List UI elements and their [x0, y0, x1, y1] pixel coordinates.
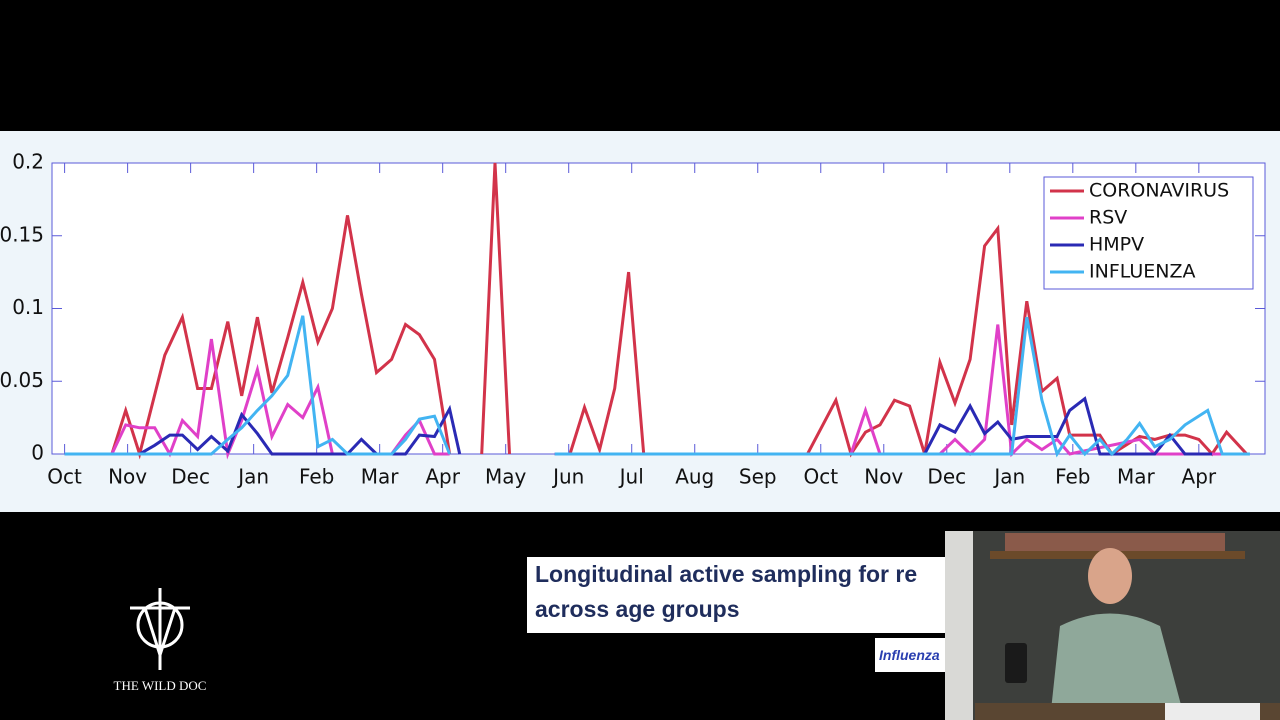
- x-tick-label: Oct: [47, 465, 82, 489]
- legend-label: RSV: [1089, 207, 1127, 229]
- legend-label: CORONAVIRUS: [1089, 180, 1229, 202]
- webcam: [945, 531, 1280, 720]
- legend-label: INFLUENZA: [1089, 261, 1196, 283]
- x-tick-label: Jun: [551, 465, 584, 489]
- legend-label: HMPV: [1089, 234, 1144, 256]
- y-tick-label: 0.15: [0, 222, 44, 246]
- y-tick-label: 0.05: [0, 368, 44, 392]
- x-tick-label: Nov: [108, 465, 147, 489]
- x-tick-label: May: [485, 465, 527, 489]
- slide-title-line: across age groups: [535, 596, 740, 622]
- x-tick-label: Nov: [864, 465, 903, 489]
- x-tick-label: Mar: [1117, 465, 1156, 489]
- series-line: [64, 315, 1250, 458]
- y-tick-label: 0.1: [12, 295, 44, 319]
- slide-title-line: Longitudinal active sampling for re: [535, 561, 918, 587]
- x-tick-label: Jan: [992, 465, 1025, 489]
- x-tick-label: Apr: [425, 465, 460, 489]
- x-tick-label: Feb: [299, 465, 334, 489]
- slide-tag: Influenza: [875, 638, 945, 672]
- series-line: [64, 396, 1213, 456]
- logo: THE WILD DOC: [114, 588, 207, 693]
- x-tick-label: Dec: [927, 465, 966, 489]
- x-tick-label: Dec: [171, 465, 210, 489]
- x-tick-label: Jul: [618, 465, 644, 489]
- x-tick-label: Feb: [1055, 465, 1090, 489]
- logo-text: THE WILD DOC: [114, 678, 207, 693]
- legend-box: [1043, 176, 1254, 290]
- x-tick-label: Sep: [739, 465, 777, 489]
- y-tick-label: 0.2: [12, 150, 44, 174]
- x-tick-label: Apr: [1182, 465, 1217, 489]
- slide-title: Longitudinal active sampling for re acro…: [527, 557, 945, 633]
- x-tick-label: Aug: [675, 465, 714, 489]
- x-tick-label: Oct: [803, 465, 838, 489]
- x-tick-label: Mar: [361, 465, 400, 489]
- y-tick-label: 0: [31, 441, 44, 465]
- chart: 0 0.05 0.1 0.15 0.2 Oct Nov Dec Jan Feb Mar Apr May J…: [0, 131, 1280, 512]
- x-tick-label: Jan: [236, 465, 269, 489]
